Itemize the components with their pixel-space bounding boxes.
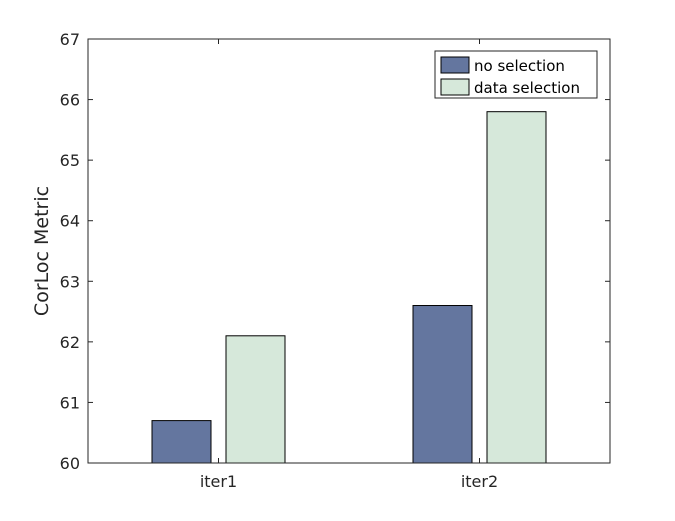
- axes-layer: 60 61 62 63 64 65 66 67 iter1 iter2: [60, 30, 611, 491]
- bar-data-selection-iter2: [486, 111, 547, 464]
- legend: no selection data selection: [434, 50, 598, 99]
- legend-swatch-data-selection: [440, 78, 470, 96]
- bar-data-selection-iter1: [225, 335, 286, 464]
- y-tick-label: 60: [60, 454, 80, 473]
- y-axis-label: CorLoc Metric: [31, 186, 53, 316]
- bar-no-selection-iter2: [412, 305, 473, 464]
- y-tick-label: 62: [60, 333, 80, 352]
- y-tick-label: 65: [60, 151, 80, 170]
- y-tick-label: 61: [60, 393, 80, 412]
- bar-no-selection-iter1: [151, 420, 212, 464]
- legend-swatch-no-selection: [440, 56, 470, 74]
- x-tick-label: iter1: [200, 472, 237, 491]
- y-tick-label: 63: [60, 272, 80, 291]
- bars-layer: [151, 111, 547, 464]
- y-tick-label: 64: [60, 212, 80, 231]
- legend-label-data-selection: data selection: [474, 79, 580, 97]
- y-tick-label: 67: [60, 30, 80, 49]
- x-tick-label: iter2: [461, 472, 498, 491]
- axes-box: [87, 38, 611, 464]
- y-tick-label: 66: [60, 91, 80, 110]
- legend-label-no-selection: no selection: [474, 57, 565, 75]
